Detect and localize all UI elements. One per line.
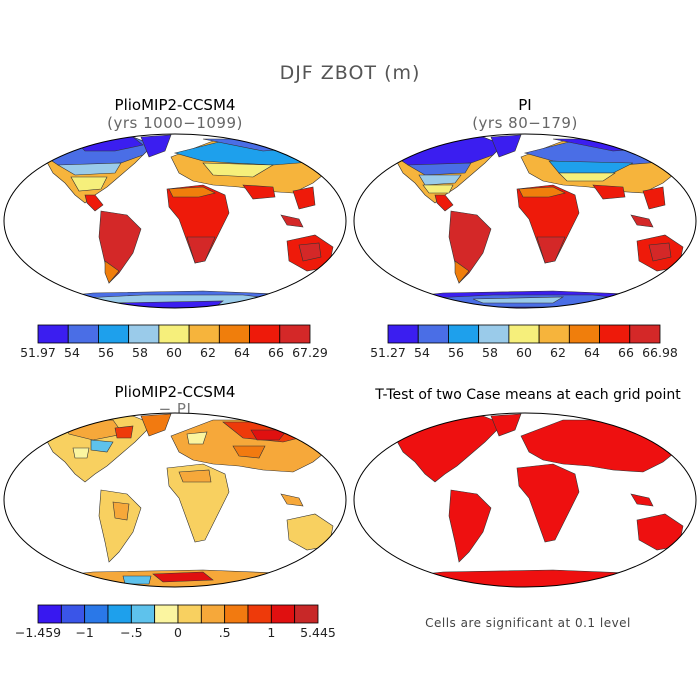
colorbar-tick-label: 51.27 [370, 345, 406, 360]
figure-title: DJF ZBOT (m) [279, 62, 421, 84]
panel-ttest-title: T-Test of two Case means at each grid po… [375, 387, 681, 403]
colorbar-swatch [188, 324, 220, 344]
colorbar-swatch [60, 604, 86, 624]
colorbar-swatch [107, 604, 132, 624]
colorbar-tick-label: 64 [234, 345, 250, 360]
colorbar-tick-label: 0 [174, 625, 182, 640]
colorbar-tick-label: −.5 [120, 625, 143, 640]
colorbar-swatch [128, 324, 160, 344]
colorbar-swatch [84, 604, 109, 624]
map-pliomip [3, 133, 347, 309]
colorbar-diff [37, 604, 319, 624]
colorbar-swatch [417, 324, 449, 344]
colorbar-tick-label: 5.445 [300, 625, 336, 640]
colorbar-tick-label: 62 [550, 345, 566, 360]
colorbar-swatch [247, 604, 272, 624]
colorbar-swatch [279, 324, 311, 344]
colorbar-swatch [508, 324, 540, 344]
colorbar-swatch [599, 324, 631, 344]
map-ttest [353, 412, 697, 588]
colorbar-swatch [130, 604, 156, 624]
colorbar-tick-label: 56 [448, 345, 464, 360]
colorbar-tick-label: 62 [200, 345, 216, 360]
colorbar-tick-label: 56 [98, 345, 114, 360]
colorbar-swatch [478, 324, 510, 344]
panel-diff-title: PlioMIP2-CCSM4 [114, 383, 236, 401]
ttest-note: Cells are significant at 0.1 level [425, 616, 631, 630]
colorbar-tick-label: 58 [482, 345, 498, 360]
colorbar-swatch [67, 324, 99, 344]
colorbar-tick-label: 1 [267, 625, 276, 640]
colorbar-tick-label: 66 [268, 345, 284, 360]
map-diff [3, 412, 347, 588]
colorbar-swatch [224, 604, 249, 624]
colorbar-swatch [249, 324, 281, 344]
panel-pliomip-subtitle: (yrs 1000−1099) [107, 114, 243, 132]
colorbar-swatch [629, 324, 661, 344]
colorbar-tick-label: 60 [166, 345, 182, 360]
colorbar-pi [387, 324, 661, 344]
map-pi [353, 133, 697, 309]
colorbar-pliomip-labels: 51.97 54 56 58 60 62 64 66 67.29 [20, 345, 328, 361]
colorbar-swatch [448, 324, 480, 344]
colorbar-swatch [158, 324, 190, 344]
colorbar-swatch [294, 604, 319, 624]
colorbar-tick-label: 67.29 [292, 345, 328, 360]
colorbar-diff-labels: −1.459 −1 −.5 0 .5 1 5.445 [15, 625, 336, 641]
colorbar-swatch [270, 604, 296, 624]
colorbar-tick-label: −1.459 [14, 625, 62, 640]
colorbar-swatch [177, 604, 202, 624]
colorbar-tick-label: .5 [218, 625, 231, 640]
colorbar-pi-labels: 51.27 54 56 58 60 62 64 66 66.98 [370, 345, 678, 361]
panel-pi-title: PI [518, 96, 532, 114]
colorbar-swatch [568, 324, 600, 344]
colorbar-tick-label: 60 [516, 345, 532, 360]
colorbar-tick-label: 51.97 [20, 345, 56, 360]
ttest-fill [362, 413, 688, 587]
colorbar-tick-label: 54 [414, 345, 430, 360]
colorbar-swatch [154, 604, 179, 624]
colorbar-swatch [37, 604, 62, 624]
colorbar-tick-label: 66 [618, 345, 634, 360]
colorbar-tick-label: 54 [64, 345, 80, 360]
colorbar-swatch [37, 324, 69, 344]
colorbar-pliomip [37, 324, 311, 344]
colorbar-swatch [387, 324, 419, 344]
colorbar-tick-label: −1 [75, 625, 94, 640]
colorbar-tick-label: 64 [584, 345, 600, 360]
panel-pi-subtitle: (yrs 80−179) [472, 114, 578, 132]
colorbar-swatch [200, 604, 226, 624]
colorbar-swatch [218, 324, 250, 344]
panel-pliomip-title: PlioMIP2-CCSM4 [114, 96, 236, 114]
colorbar-swatch [538, 324, 570, 344]
colorbar-tick-label: 66.98 [642, 345, 678, 360]
colorbar-tick-label: 58 [132, 345, 148, 360]
colorbar-swatch [98, 324, 130, 344]
